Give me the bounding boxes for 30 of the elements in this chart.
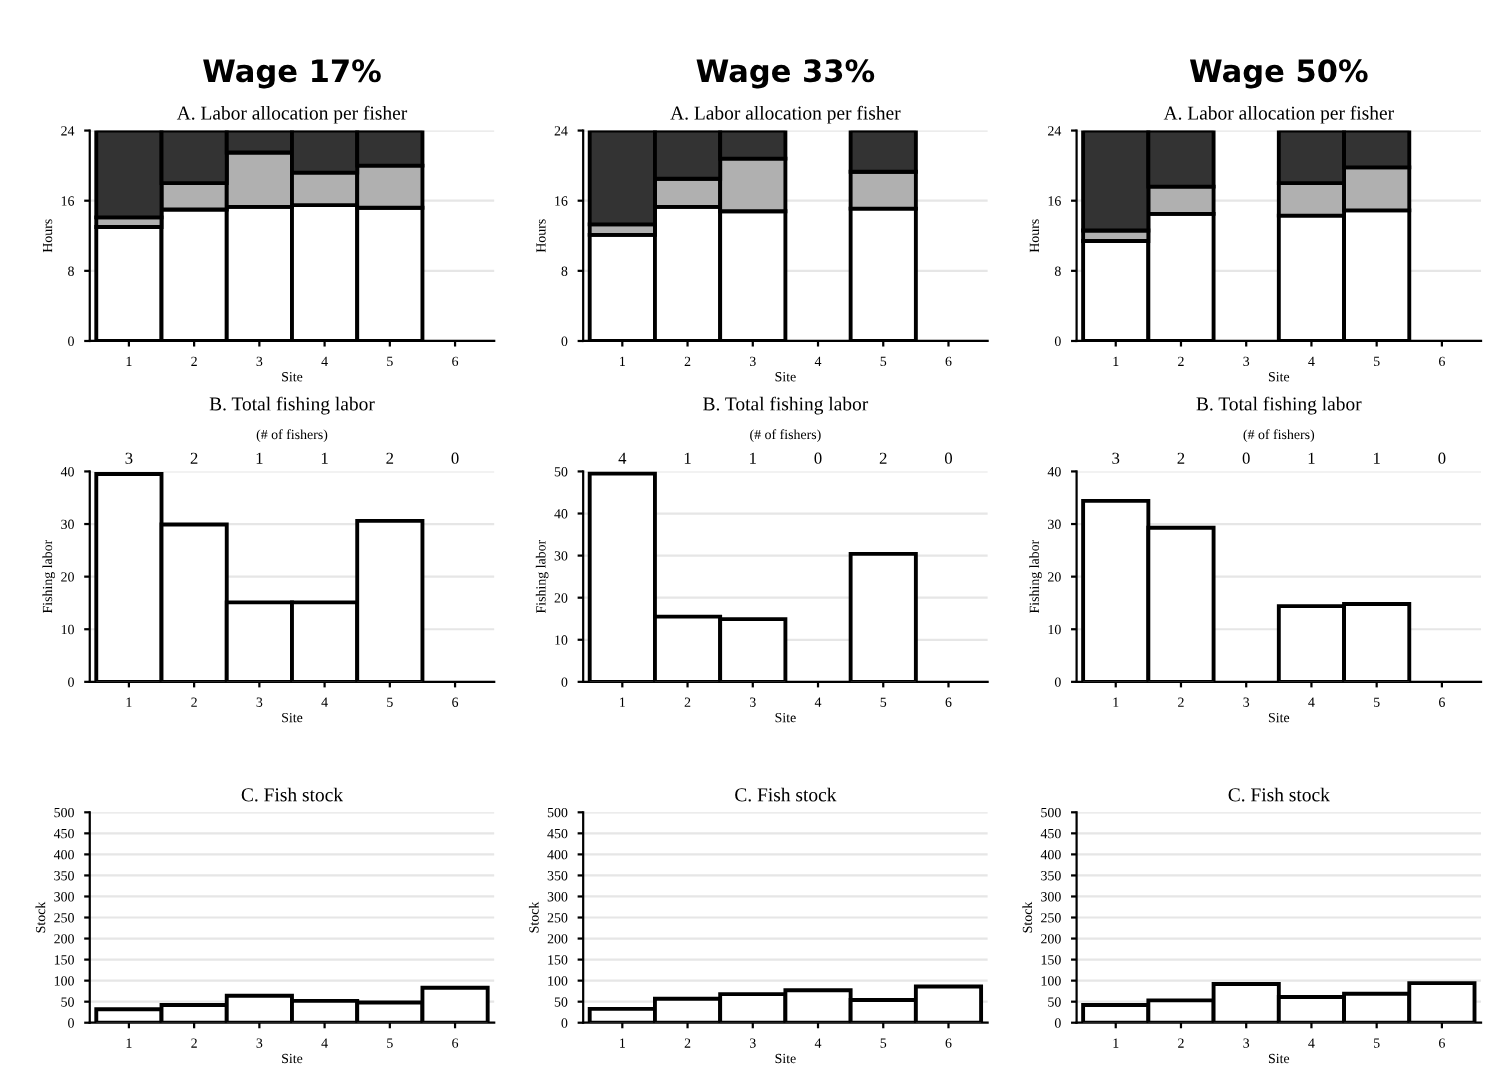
chart-title: Wage 17% [203,59,381,89]
text: 0 [451,452,459,464]
text: 0 [1242,452,1250,464]
chart-title: C. Fish stock [735,787,837,802]
chart-title: B. Total fishing labor [703,396,869,415]
text: 1 [1373,452,1380,464]
text: 4 [618,452,627,464]
text: 0 [944,452,953,464]
text: 2 [879,452,887,464]
text: 2 [1177,452,1185,464]
text: 1 [256,452,263,464]
chart-title: B. Total fishing labor [1196,396,1362,415]
text: 2 [386,452,394,464]
chart-title: Wage 50% [1189,59,1368,89]
chart-subtitle: A. Labor allocation per fisher [176,105,408,124]
chart-subtitle: A. Labor allocation per fisher [1163,105,1394,124]
text: 0 [1438,452,1446,464]
text: 1 [321,452,328,464]
chart-title: C. Fish stock [1228,787,1330,802]
text: 3 [125,452,133,464]
chart-title: C. Fish stock [241,787,344,802]
text: 1 [750,452,756,464]
chart-title: B. Total fishing labor [209,396,375,415]
chart-subtitle: A. Labor allocation per fisher [670,105,901,124]
text: 1 [684,452,691,464]
chart-title: Wage 33% [696,59,875,89]
text: 1 [1308,452,1315,464]
text: 2 [190,452,198,464]
text: 0 [814,452,822,464]
text: 3 [1112,452,1120,464]
